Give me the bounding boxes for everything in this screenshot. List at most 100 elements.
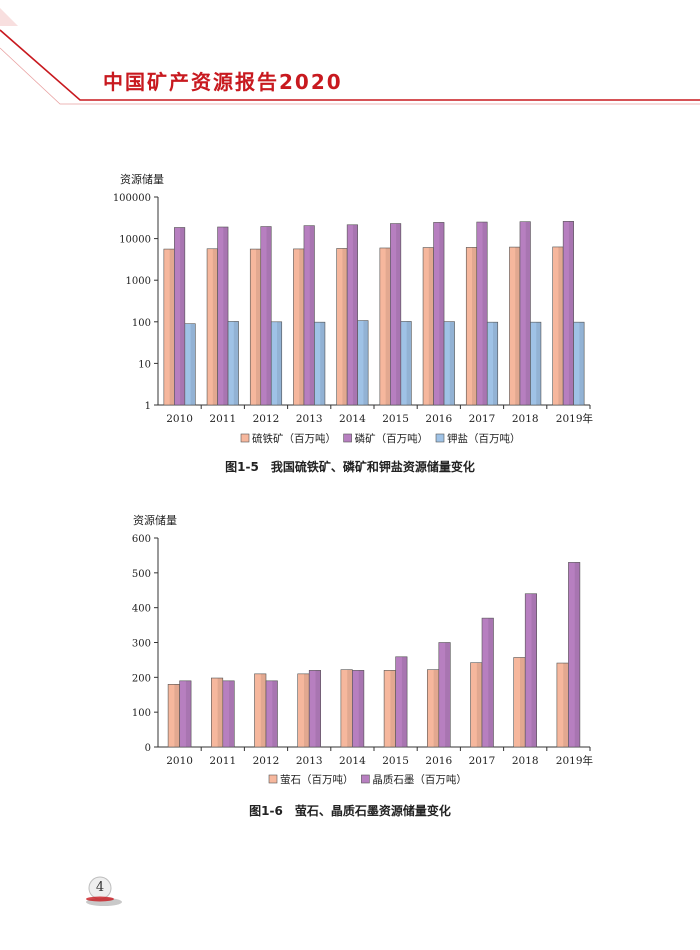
bar: [265, 680, 278, 748]
x-tick-label: 2015: [382, 413, 409, 425]
bar-shade: [493, 322, 498, 405]
legend-swatch: [268, 774, 278, 784]
chart-1-svg: 资源储量 1 10 100 1000 10000 100000 2010 2011 2012 201…: [113, 172, 593, 445]
y-tick-label: 0: [145, 743, 151, 754]
bar-shade: [185, 680, 192, 747]
x-tick-label: 2016: [425, 413, 452, 425]
y-tick-label: 500: [132, 569, 151, 580]
x-tick-label: 2017: [469, 413, 496, 425]
chart-2-caption: 图1-6 萤石、晶质石墨资源储量变化: [249, 804, 451, 818]
x-tick-label: 2010: [166, 413, 193, 425]
bar-shade: [352, 224, 358, 405]
bar: [179, 680, 192, 748]
chart-2: 资源储量 0 100 200 300 400 500 600 2010 2011 2012 2013 2…: [0, 500, 700, 830]
bar-shade: [574, 562, 580, 747]
bar: [568, 562, 581, 748]
bar-shade: [476, 662, 482, 747]
bar-shade: [579, 322, 585, 405]
x-tick-label: 2011: [209, 413, 236, 425]
chart-2-svg: 资源储量 0 100 200 300 400 500 600 2010 2011 2012 2013 2…: [132, 513, 593, 786]
bar: [433, 222, 445, 406]
bar-shade: [433, 669, 439, 747]
bar: [443, 321, 455, 406]
bar-shade: [266, 226, 272, 405]
chart-1-caption: 图1-5 我国硫铁矿、磷矿和钾盐资源储量变化: [225, 460, 475, 474]
x-tick-label: 2015: [382, 755, 409, 767]
bar-shade: [229, 680, 235, 747]
y-tick-label: 10: [138, 359, 151, 370]
bar-shade: [174, 684, 180, 747]
bar-shade: [169, 249, 175, 405]
bar-shade: [531, 593, 537, 747]
legend-label: 钾盐（百万吨）: [447, 432, 521, 445]
bar-shade: [272, 680, 278, 747]
bar-shade: [260, 673, 266, 747]
bar-shade: [445, 642, 451, 747]
bar-shade: [428, 247, 434, 405]
bar-shade: [299, 248, 304, 405]
bar-shade: [488, 618, 494, 747]
x-tick-label: 2019年: [556, 754, 593, 767]
x-tick-label: 2010: [166, 755, 193, 767]
bar: [314, 321, 326, 406]
x-tick-label: 2013: [296, 413, 323, 425]
x-tick-label: 2018: [512, 413, 539, 425]
bar-shade: [525, 221, 531, 405]
bar-shade: [363, 320, 369, 405]
bar-shade: [449, 321, 455, 405]
y-axis-label: 资源储量: [120, 172, 164, 186]
page-number: 4: [95, 880, 105, 895]
x-tick-label: 2014: [339, 413, 366, 425]
legend-swatch: [343, 433, 352, 443]
y-axis-label: 资源储量: [133, 513, 177, 527]
bar: [519, 221, 531, 406]
bar-shade: [385, 247, 391, 405]
x-tick-label: 2012: [253, 413, 280, 425]
legend-label: 萤石（百万吨）: [280, 773, 354, 786]
legend-label: 磷矿（百万吨）: [355, 432, 429, 445]
x-tick-label: 2017: [469, 755, 496, 767]
header-decoration: [0, 8, 700, 105]
bar: [346, 224, 358, 406]
bar-shade: [233, 321, 239, 405]
x-tick-label: 2011: [209, 755, 236, 767]
bar-shade: [342, 248, 348, 405]
bar: [395, 656, 408, 748]
y-tick-label: 1000: [126, 276, 151, 287]
bar: [530, 321, 542, 406]
bar: [481, 617, 494, 748]
y-tick-label: 300: [132, 639, 151, 650]
bar-shade: [315, 670, 321, 747]
bar-shade: [223, 227, 229, 405]
bar-shade: [256, 249, 261, 405]
y-tick-label: 200: [132, 673, 151, 684]
y-tick-label: 600: [132, 534, 151, 545]
bar: [227, 321, 239, 406]
bar: [260, 226, 272, 406]
y-tick-label: 100: [132, 318, 151, 329]
bar-shade: [347, 669, 353, 747]
bar-shade: [563, 663, 569, 747]
bar-shade: [558, 246, 564, 405]
x-tick-label: 2013: [296, 755, 323, 767]
legend-swatch: [435, 433, 445, 443]
page-title: 中国矿产资源报告2020: [103, 70, 343, 94]
y-tick-label: 1: [145, 401, 151, 412]
x-tick-label: 2014: [339, 755, 366, 767]
bar-shade: [472, 247, 477, 405]
bar: [222, 680, 235, 748]
bar-shade: [217, 678, 223, 747]
bar: [174, 227, 186, 406]
bar: [352, 670, 365, 748]
bar: [357, 320, 369, 406]
bar-shade: [277, 321, 282, 405]
bar-shade: [520, 657, 526, 747]
chart-1: 资源储量 1 10 100 1000 10000 100000 2010 2011 2012 201…: [113, 172, 593, 474]
bar: [562, 221, 574, 406]
bar: [486, 321, 499, 406]
bar-shade: [309, 225, 315, 405]
page-header: 中国矿产资源报告2020: [0, 0, 700, 120]
bar-shade: [358, 670, 364, 747]
bar-shade: [406, 321, 412, 405]
legend-label: 晶质石墨（百万吨）: [372, 773, 467, 786]
